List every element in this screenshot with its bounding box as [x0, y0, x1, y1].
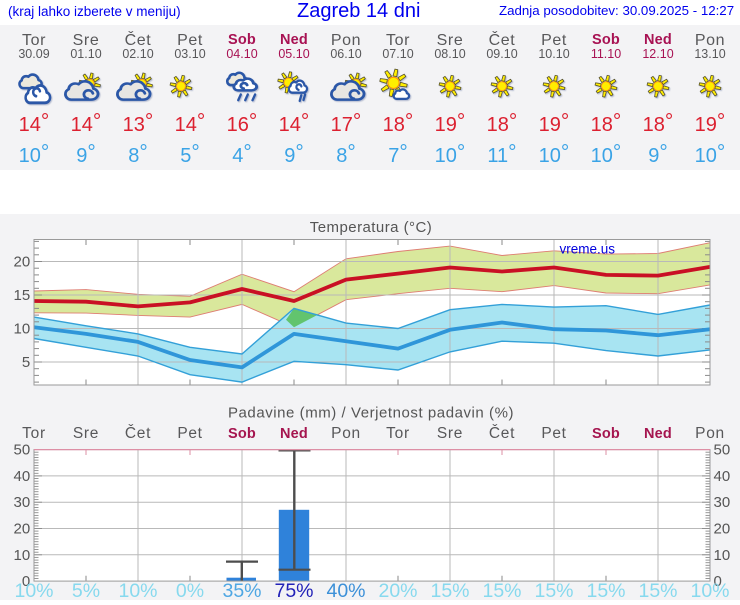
svg-text:15%: 15% [586, 580, 625, 600]
svg-text:75%: 75% [274, 580, 313, 600]
svg-text:Tor: Tor [386, 425, 410, 442]
svg-text:40: 40 [14, 468, 31, 485]
svg-text:Pon: Pon [695, 425, 725, 442]
svg-text:20: 20 [714, 521, 731, 538]
svg-text:10: 10 [14, 321, 31, 338]
svg-text:30: 30 [14, 494, 31, 511]
svg-text:0: 0 [714, 573, 722, 590]
svg-text:50: 50 [714, 442, 731, 459]
svg-text:10%: 10% [14, 580, 53, 600]
svg-text:Padavine (mm) / Verjetnost pad: Padavine (mm) / Verjetnost padavin (%) [228, 404, 514, 421]
svg-text:10: 10 [14, 547, 31, 564]
svg-text:15: 15 [14, 287, 31, 304]
svg-text:Ned: Ned [280, 426, 308, 442]
svg-text:15%: 15% [534, 580, 573, 600]
svg-text:Pon: Pon [331, 425, 361, 442]
svg-text:5: 5 [22, 354, 30, 371]
svg-text:10%: 10% [118, 580, 157, 600]
svg-text:Temperatura (°C): Temperatura (°C) [310, 219, 432, 236]
svg-text:Pet: Pet [541, 425, 566, 442]
svg-text:Pet: Pet [177, 425, 202, 442]
svg-text:50: 50 [14, 442, 31, 459]
svg-text:20: 20 [14, 521, 31, 538]
svg-text:10: 10 [714, 547, 731, 564]
svg-text:40%: 40% [326, 580, 365, 600]
svg-text:30: 30 [714, 494, 731, 511]
svg-text:0%: 0% [176, 580, 204, 600]
svg-text:15%: 15% [430, 580, 469, 600]
svg-text:Sre: Sre [73, 425, 99, 442]
svg-text:0: 0 [22, 573, 30, 590]
svg-text:Ned: Ned [644, 426, 672, 442]
svg-text:15%: 15% [482, 580, 521, 600]
svg-text:Tor: Tor [22, 425, 46, 442]
svg-text:20: 20 [14, 254, 31, 271]
svg-text:Sre: Sre [437, 425, 463, 442]
svg-text:Čet: Čet [489, 425, 515, 442]
svg-text:5%: 5% [72, 580, 100, 600]
svg-text:Čet: Čet [125, 425, 151, 442]
svg-text:Sob: Sob [228, 426, 256, 442]
svg-text:vreme.us: vreme.us [560, 242, 616, 257]
svg-text:20%: 20% [378, 580, 417, 600]
svg-text:15%: 15% [638, 580, 677, 600]
svg-text:40: 40 [714, 468, 731, 485]
svg-text:10%: 10% [690, 580, 729, 600]
svg-text:35%: 35% [222, 580, 261, 600]
svg-text:Sob: Sob [592, 426, 620, 442]
